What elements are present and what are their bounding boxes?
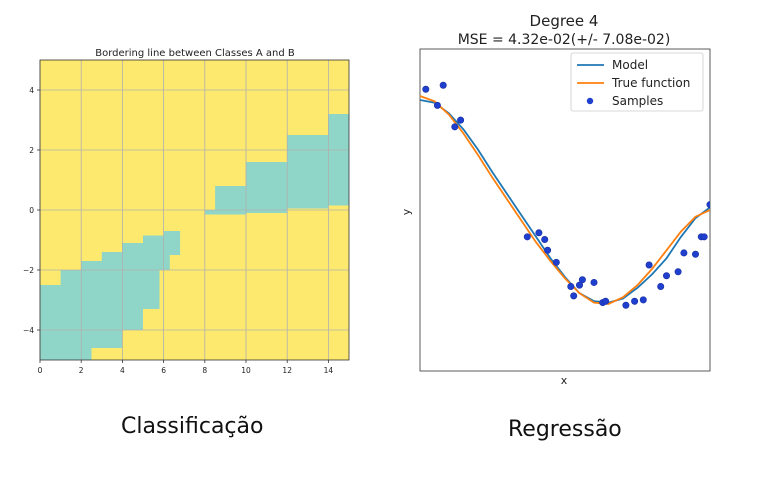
sample-point [645,261,653,269]
y-tick-label: 2 [29,146,34,155]
y-tick-label: 0 [29,206,34,215]
plot-frame [39,59,350,361]
x-tick-label: 2 [79,366,84,375]
sample-point [422,85,430,93]
class-b-region-lower [40,231,185,360]
classification-caption: Classificação [121,414,264,439]
sample-point [535,229,543,237]
legend-label: True function [611,76,690,90]
x-tick-label: 14 [324,366,334,375]
sample-point [706,201,710,209]
classification-plot-area: 0 2 4 6 8 10 12 14 4 2 0 −2 −4 [23,59,350,375]
regression-subtitle: MSE = 4.32e-02(+/- 7.08e-02) [458,32,671,48]
sample-point [433,101,441,109]
sample-point [523,233,531,241]
classification-title: Bordering line between Classes A and B [95,48,295,59]
x-tick-label: 10 [241,366,251,375]
sample-point [622,301,630,309]
legend-label: Model [612,58,648,72]
true-function-line [420,95,710,305]
legend: Model True function Samples [570,52,704,112]
sample-point [457,116,465,124]
sample-point [541,236,549,244]
sample-point [567,282,575,290]
regression-caption: Regressão [508,417,622,442]
sample-point [631,297,639,305]
x-tick-label: 0 [38,366,43,375]
sample-point [451,123,459,131]
class-b-region-upper [204,105,349,216]
sample-point [657,282,665,290]
sample-point [570,292,578,300]
x-tick-label: 4 [120,366,125,375]
x-tick-label: 8 [202,366,207,375]
y-tick-label: 4 [29,86,34,95]
sample-point [602,297,610,305]
sample-point [439,81,447,89]
sample-point [639,296,647,304]
sample-point [674,268,682,276]
sample-point [544,246,552,254]
x-tick-label: 6 [161,366,166,375]
sample-point [700,233,708,241]
legend-box [570,52,704,112]
legend-marker [586,97,594,105]
regression-title: Degree 4 [530,12,599,30]
sample-point [590,278,598,286]
y-tick-label: −4 [23,326,34,335]
y-tick-label: −2 [23,266,34,275]
regression-xlabel: x [561,374,568,387]
regression-ylabel: y [400,208,413,215]
sample-point [662,272,670,280]
x-tick-label: 12 [282,366,292,375]
sample-point [578,276,586,284]
sample-point [691,250,699,258]
sample-point [552,258,560,266]
regression-plot-area: Model True function Samples [419,48,711,372]
series-group [420,81,710,309]
legend-label: Samples [612,94,663,108]
sample-point [680,249,688,257]
sample-point [575,281,583,289]
